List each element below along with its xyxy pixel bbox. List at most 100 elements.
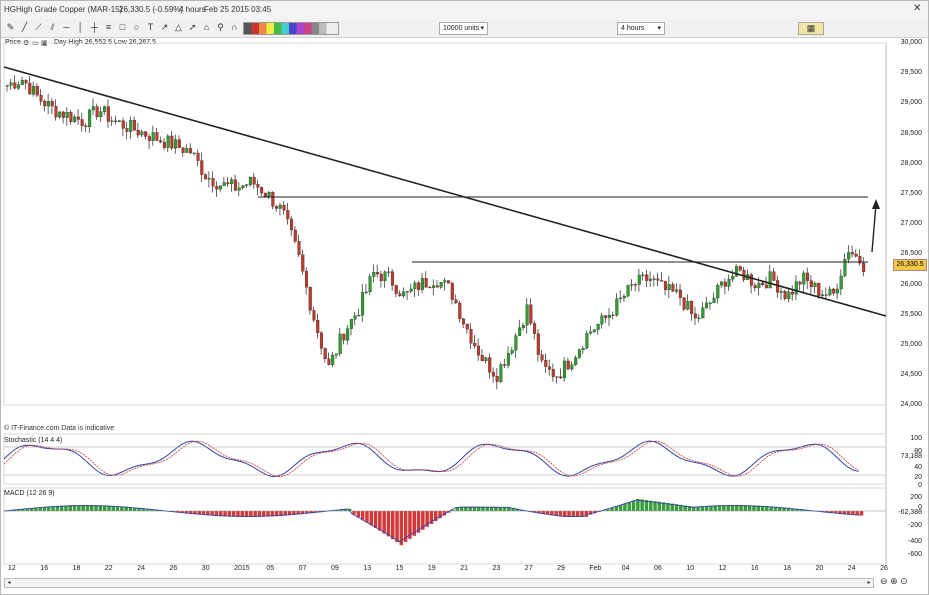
candle-body bbox=[428, 287, 432, 289]
macd-histogram-bar bbox=[210, 511, 214, 516]
interval-select[interactable]: 4 hours ▾ bbox=[617, 22, 665, 35]
scroll-right-icon[interactable]: ▸ bbox=[867, 580, 871, 586]
macd-histogram-bar bbox=[378, 511, 382, 531]
candle-body bbox=[155, 132, 159, 141]
price-tick-label: 25,500 bbox=[900, 310, 922, 318]
candle-body bbox=[716, 285, 720, 299]
macd-histogram-bar bbox=[541, 511, 545, 514]
color-palette[interactable] bbox=[243, 22, 339, 35]
zoom-in-icon[interactable]: ⊕ bbox=[890, 576, 898, 586]
horizontal-line-icon[interactable]: ─ bbox=[63, 22, 70, 32]
candle-body bbox=[607, 314, 611, 318]
macd-histogram-bar bbox=[98, 505, 103, 511]
macd-histogram-bar bbox=[455, 507, 459, 511]
candle-body bbox=[854, 253, 858, 257]
candle-body bbox=[723, 281, 727, 287]
candle-body bbox=[817, 282, 821, 296]
candle-body bbox=[293, 229, 297, 242]
text-tool-icon[interactable]: T bbox=[147, 22, 154, 32]
candle-body bbox=[843, 258, 847, 277]
macd-histogram-bar bbox=[408, 511, 412, 539]
macd-histogram-bar bbox=[244, 511, 249, 517]
units-select[interactable]: 10000 units ▾ bbox=[439, 22, 488, 35]
macd-histogram-bar bbox=[21, 509, 25, 511]
chart-type-icon[interactable]: ▦ bbox=[798, 22, 824, 35]
arrow-tool-icon[interactable]: ↗ bbox=[160, 22, 169, 32]
date-tick-label: 16 bbox=[750, 565, 759, 572]
macd-histogram-bar bbox=[786, 507, 791, 511]
candle-body bbox=[275, 206, 279, 209]
candle-body bbox=[589, 331, 593, 334]
stochastic-label: Stochastic (14 4 4) bbox=[4, 437, 63, 444]
fibonacci-icon[interactable]: ≡ bbox=[105, 22, 112, 32]
date-tick-label: 19 bbox=[427, 565, 436, 572]
macd-histogram-bar bbox=[537, 511, 541, 513]
zoom-fit-icon[interactable]: ⊙ bbox=[900, 576, 908, 586]
candle-body bbox=[432, 285, 436, 288]
horizontal-scrollbar[interactable]: ◂ ▸ bbox=[4, 578, 874, 588]
triangle-icon[interactable]: △ bbox=[175, 22, 182, 32]
pencil-icon[interactable]: ✎ bbox=[6, 22, 15, 32]
macd-histogram-bar bbox=[352, 511, 356, 515]
close-icon[interactable]: ✕ bbox=[913, 3, 922, 14]
macd-histogram-bar bbox=[128, 507, 133, 511]
rectangle-icon[interactable]: □ bbox=[119, 22, 126, 32]
candle-body bbox=[783, 291, 787, 300]
magnet-icon[interactable]: ∩ bbox=[231, 22, 238, 32]
macd-histogram-bar bbox=[421, 511, 425, 530]
macd-histogram-bar bbox=[188, 511, 193, 514]
candle-body bbox=[118, 120, 122, 122]
candle-body bbox=[379, 273, 383, 282]
cross-tool-icon[interactable]: ┼ bbox=[91, 22, 98, 32]
macd-histogram-bar bbox=[292, 511, 296, 515]
candle-body bbox=[129, 120, 133, 132]
candle-body bbox=[791, 291, 795, 295]
vertical-line-icon[interactable]: │ bbox=[77, 22, 84, 32]
label-icon[interactable]: ⌂ bbox=[203, 22, 210, 32]
candle-body bbox=[761, 282, 765, 285]
candle-body bbox=[581, 348, 585, 350]
candle-body bbox=[473, 343, 477, 347]
channel-tool-icon[interactable]: ⫽ bbox=[50, 22, 55, 32]
candle-body bbox=[200, 160, 204, 175]
macd-histogram-bar bbox=[51, 506, 55, 511]
candle-body bbox=[574, 357, 578, 365]
ray-tool-icon[interactable]: ⟋ bbox=[35, 22, 42, 32]
macd-histogram-bar bbox=[765, 506, 769, 511]
zoom-out-icon[interactable]: ⊖ bbox=[880, 576, 888, 586]
candle-body bbox=[656, 278, 660, 281]
date-tick-label: 27 bbox=[524, 565, 533, 572]
arrow-line-icon[interactable]: ➚ bbox=[188, 22, 197, 32]
price-tick-label: 24,500 bbox=[900, 371, 922, 379]
macd-histogram-bar bbox=[206, 511, 210, 516]
macd-histogram-bar bbox=[360, 511, 365, 520]
candle-body bbox=[338, 333, 342, 354]
macd-histogram-bar bbox=[133, 507, 137, 511]
macd-histogram-bar bbox=[85, 505, 90, 511]
macd-histogram-bar bbox=[16, 509, 21, 511]
macd-histogram-bar bbox=[64, 505, 68, 511]
macd-histogram-bar bbox=[223, 511, 227, 517]
macd-tick-label: -400 bbox=[907, 538, 922, 545]
line-tool-icon[interactable]: ╱ bbox=[21, 22, 28, 32]
candle-body bbox=[301, 254, 305, 272]
ellipse-icon[interactable]: ○ bbox=[133, 22, 140, 32]
title-symbol: HG bbox=[4, 5, 16, 14]
candle-body bbox=[447, 280, 451, 284]
macd-histogram-bar bbox=[489, 506, 494, 511]
macd-histogram-bar bbox=[756, 505, 760, 511]
candle-body bbox=[204, 174, 208, 180]
scroll-left-icon[interactable]: ◂ bbox=[7, 580, 11, 586]
date-tick-label: 24 bbox=[847, 565, 856, 572]
interval-select-value: 4 hours bbox=[621, 25, 645, 32]
candle-body bbox=[768, 271, 772, 289]
macd-histogram-bar bbox=[257, 511, 262, 517]
candle-body bbox=[226, 182, 230, 184]
candle-body bbox=[319, 332, 323, 349]
candle-body bbox=[544, 360, 548, 367]
zoom-icon[interactable]: ⚲ bbox=[217, 22, 224, 32]
macd-histogram-bar bbox=[403, 511, 408, 542]
macd-histogram-bar bbox=[47, 506, 51, 511]
